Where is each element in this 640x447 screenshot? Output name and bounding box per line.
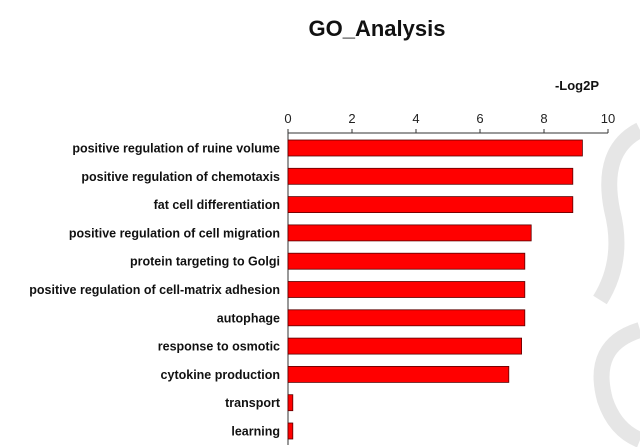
category-label-5: positive regulation of cell-matrix adhes… xyxy=(29,283,280,297)
bar-1 xyxy=(287,167,574,185)
category-label-6: autophage xyxy=(217,311,280,325)
bar-7 xyxy=(287,337,523,355)
x-tick-label-0: 0 xyxy=(284,111,291,126)
x-tick-label-3: 6 xyxy=(476,111,483,126)
bar-10 xyxy=(287,422,294,440)
bar-2 xyxy=(287,196,574,214)
chart-title: GO_Analysis xyxy=(309,16,446,41)
category-label-7: response to osmotic xyxy=(158,340,280,354)
bar-5 xyxy=(287,281,526,298)
category-label-10: learning xyxy=(231,425,280,439)
watermark-shape-2 xyxy=(593,322,640,447)
bar-6 xyxy=(287,309,526,327)
bar-8 xyxy=(287,365,510,383)
bars xyxy=(287,139,583,440)
category-label-2: fat cell differentiation xyxy=(154,198,280,212)
bar-0 xyxy=(287,139,583,157)
category-label-8: cytokine production xyxy=(161,368,280,382)
watermark-shape xyxy=(593,122,640,305)
category-label-0: positive regulation of ruine volume xyxy=(72,142,280,156)
x-tick-label-1: 2 xyxy=(348,111,355,126)
category-labels: positive regulation of ruine volume posit… xyxy=(29,142,281,439)
bar-4 xyxy=(287,252,526,270)
x-axis-ticks: 0 2 4 6 8 10 xyxy=(284,111,615,133)
category-label-4: protein targeting to Golgi xyxy=(130,255,280,269)
bar-3 xyxy=(287,224,532,242)
x-tick-label-2: 4 xyxy=(412,111,419,126)
category-label-1: positive regulation of chemotaxis xyxy=(81,170,280,184)
category-label-9: transport xyxy=(225,396,281,410)
x-tick-label-4: 8 xyxy=(540,111,547,126)
x-axis-title: -Log2P xyxy=(555,78,599,93)
bar-9 xyxy=(287,394,294,412)
category-label-3: positive regulation of cell migration xyxy=(69,226,280,240)
x-tick-label-5: 10 xyxy=(601,111,615,126)
